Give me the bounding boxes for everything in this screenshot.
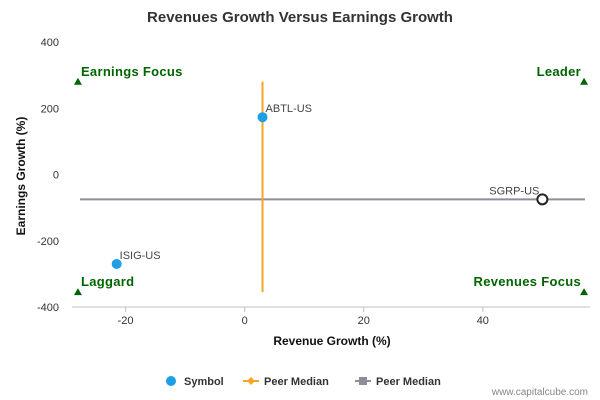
quadrant-labels: Earnings Focus Leader Laggard Revenues Focu… [73, 64, 589, 296]
legend[interactable]: Symbol Peer Median Peer Median [166, 376, 441, 388]
quadrant-marker-icon [73, 77, 82, 85]
legend-square-icon [359, 377, 367, 385]
legend-item[interactable]: Peer Median [355, 376, 441, 388]
quadrant-label: Revenues Focus [474, 274, 582, 289]
data-points: ABTL-US ISIG-US SGRP-US [111, 103, 549, 269]
legend-diamond-icon [247, 377, 255, 385]
x-axis-label: Revenue Growth (%) [273, 334, 390, 348]
point-label: ABTL-US [266, 103, 312, 115]
data-point[interactable] [536, 193, 549, 206]
y-tick-label: -200 [37, 236, 59, 248]
quadrant-label: Laggard [81, 274, 134, 289]
point-label: SGRP-US [489, 185, 539, 197]
quadrant-marker-icon [73, 288, 82, 296]
x-tick-label: -20 [118, 315, 134, 327]
legend-label: Peer Median [264, 376, 329, 388]
y-tick-label: 200 [41, 103, 59, 115]
credit-text: www.capitalcube.com [491, 387, 588, 398]
y-tick-label: 0 [53, 170, 59, 182]
legend-circle-icon [166, 376, 176, 386]
data-point[interactable] [257, 112, 268, 123]
legend-label: Symbol [184, 376, 224, 388]
legend-label: Peer Median [376, 376, 441, 388]
quadrant-label: Leader [537, 64, 581, 79]
legend-item[interactable]: Peer Median [243, 376, 329, 388]
x-tick-label: 0 [242, 315, 248, 327]
quadrant-marker-icon [580, 288, 589, 296]
y-tick-label: 400 [41, 37, 59, 49]
chart-title: Revenues Growth Versus Earnings Growth [147, 9, 453, 26]
quadrant-marker-icon [580, 77, 589, 85]
legend-item[interactable]: Symbol [166, 376, 224, 388]
y-axis-label: Earnings Growth (%) [14, 117, 28, 236]
quadrant-label: Earnings Focus [81, 64, 183, 79]
x-tick-label: 20 [358, 315, 370, 327]
point-label: ISIG-US [120, 250, 161, 262]
data-point[interactable] [111, 258, 122, 269]
x-tick-label: 40 [477, 315, 489, 327]
y-tick-label: -400 [37, 302, 59, 314]
